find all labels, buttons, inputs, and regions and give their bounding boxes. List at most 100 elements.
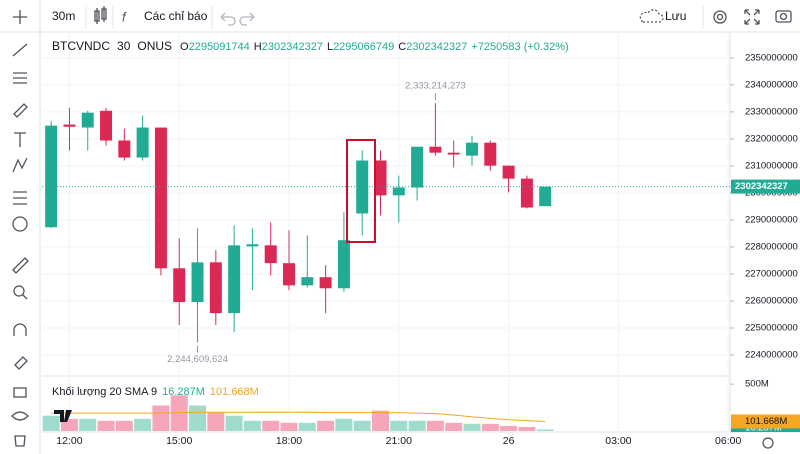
candle-body: [319, 277, 332, 289]
fib-tool[interactable]: [13, 72, 27, 84]
ohlc-value: 2302342327: [406, 41, 467, 53]
volume-title: Khối lượng 20 SMA 9: [52, 386, 157, 398]
x-tick-label: 06:00: [715, 435, 741, 447]
volume-bar: [97, 420, 115, 431]
volume-bar: [79, 418, 97, 431]
ohlc-value: 2302342327: [262, 41, 323, 53]
y-tick-label: 500M: [745, 379, 769, 390]
ohlc-key: C: [398, 41, 406, 53]
ohlc-key: O: [180, 41, 189, 53]
volume-bar: [207, 412, 225, 431]
trash-tool[interactable]: [14, 435, 26, 447]
sma-line: [51, 411, 546, 422]
y-tick-label: 2240000000: [745, 350, 798, 361]
y-tick-label: 2290000000: [745, 214, 798, 225]
x-tick-label: 18:00: [276, 435, 302, 447]
volume-bar: [280, 422, 298, 431]
candle-body: [539, 186, 552, 207]
candle-body: [356, 160, 369, 214]
volume-bar: [445, 422, 463, 431]
volume-bar: [481, 423, 499, 431]
candle-body: [374, 160, 387, 196]
volume-bar: [408, 420, 426, 431]
settings-button[interactable]: [713, 10, 727, 24]
ohlc-value: 2295066749: [333, 41, 394, 53]
x-tick-label: 15:00: [166, 435, 192, 447]
volume-bar: [353, 420, 371, 431]
last-price-chip: [731, 179, 800, 194]
candle-body: [429, 146, 442, 153]
volume-value: 16.287M: [162, 386, 205, 398]
candle-body: [154, 127, 167, 269]
ohlc-key: H: [254, 41, 262, 53]
zoom-tool[interactable]: [13, 285, 25, 297]
candle-body: [45, 125, 58, 228]
volume-bar: [152, 405, 170, 431]
volume-bar: [134, 418, 152, 431]
candle-body: [264, 245, 277, 264]
snapshot-lens: [779, 12, 788, 21]
volume-bar: [262, 420, 280, 431]
zoom-tool-handle: [22, 294, 28, 300]
save-button[interactable]: Lưu: [665, 9, 686, 23]
candle-body: [392, 187, 405, 196]
volume-bar: [317, 420, 335, 431]
symbol-legend: BTCVNDC 30 ONUS O2295091744 H2302342327 L2295…: [52, 39, 569, 53]
redo-button[interactable]: [239, 12, 255, 26]
candle-body: [283, 263, 296, 286]
highlight-box: [346, 139, 376, 243]
snapshot-button[interactable]: [775, 10, 792, 23]
grid: [42, 32, 730, 432]
settings-button-core: [716, 13, 724, 21]
candle-body: [81, 112, 94, 128]
lock-tool[interactable]: [13, 387, 27, 398]
fullscreen-button[interactable]: [744, 9, 760, 25]
chart-type-button[interactable]: [94, 6, 107, 24]
sma-value: 101.668M: [210, 386, 259, 398]
interval-button[interactable]: 30m: [52, 9, 75, 23]
candle-body: [411, 146, 424, 188]
volume-bar: [500, 425, 518, 431]
magnet-tool[interactable]: [13, 323, 27, 336]
candle-body: [63, 124, 76, 127]
change: +7250583 (+0.32%): [471, 41, 568, 53]
y-tick-label: 2330000000: [745, 106, 798, 117]
volume-bar: [518, 426, 536, 431]
y-tick-label: 2310000000: [745, 160, 798, 171]
visibility-tool[interactable]: [11, 411, 29, 421]
candle-body: [447, 152, 460, 155]
axes: 12:00 15:00 18:00 21:00 26 03:00 06:00 22400000…: [56, 52, 800, 447]
symbol: BTCVNDC: [52, 39, 110, 53]
ohlc-value: 2295091744: [189, 41, 250, 53]
axis-settings-button[interactable]: [762, 437, 774, 449]
undo-button[interactable]: [220, 12, 236, 26]
candle-body: [502, 165, 515, 179]
text-tool[interactable]: [14, 132, 26, 147]
lock-drawing-tool[interactable]: [14, 356, 28, 370]
volume-bar: [426, 420, 444, 431]
trendline-tool[interactable]: [12, 43, 28, 57]
prediction-tool[interactable]: [13, 191, 27, 205]
volume-legend: Khối lượng 20 SMA 9 16.287M 101.668M: [52, 386, 259, 398]
candle-body: [100, 110, 113, 141]
y-tick-label: 2270000000: [745, 268, 798, 279]
emoji-tool[interactable]: [12, 216, 28, 232]
ruler-tool[interactable]: [12, 257, 29, 274]
volume-bar: [335, 418, 353, 431]
candle-body: [228, 245, 241, 314]
marks: 2,333,214,273 2,244,609,624: [42, 81, 730, 431]
volume-bar: [225, 415, 243, 431]
volume-bar: [390, 420, 408, 431]
volume-bar: [115, 420, 133, 431]
x-tick-label: 12:00: [56, 435, 82, 447]
pattern-tool[interactable]: [12, 157, 28, 173]
top-toolbar: 30m f Các chỉ báo Lưu: [0, 6, 800, 33]
y-tick-label: 2260000000: [745, 295, 798, 306]
last-price-label: 2302342327: [735, 181, 788, 192]
brush-tool[interactable]: [13, 103, 28, 118]
indicators-button[interactable]: Các chỉ báo: [144, 9, 208, 23]
crosshair-tool[interactable]: [13, 10, 27, 24]
sma-chip: [731, 414, 800, 429]
